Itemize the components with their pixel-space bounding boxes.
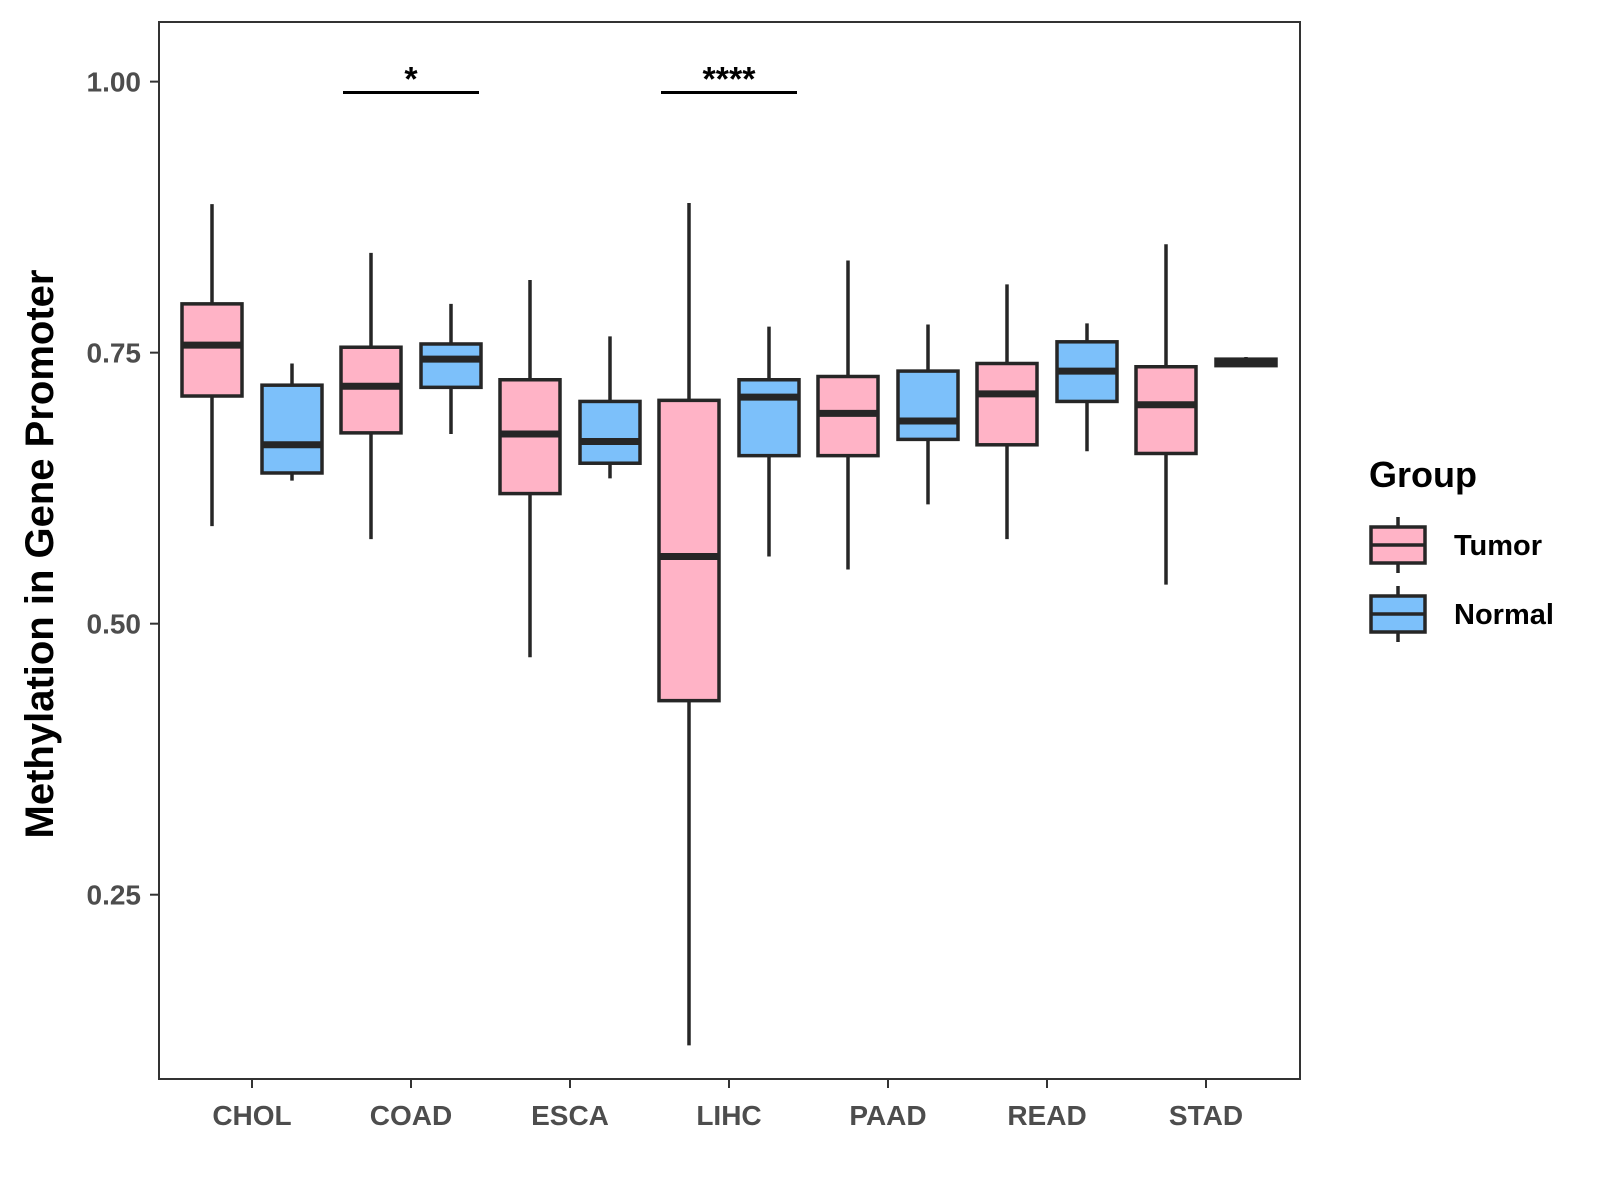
- legend-entry-tumor: Tumor: [1369, 517, 1542, 573]
- x-tick-label-read: READ: [1007, 1100, 1086, 1131]
- box-tumor-read: [975, 284, 1039, 540]
- box-tumor-coad: [339, 252, 403, 540]
- x-tick-label-paad: PAAD: [849, 1100, 926, 1131]
- iqr-box-tumor-coad: [339, 345, 403, 435]
- box-normal-paad: [896, 324, 960, 505]
- legend-title: Group: [1369, 454, 1477, 495]
- y-tick-label: 0.25: [87, 880, 142, 911]
- iqr-box-normal-chol: [260, 383, 324, 475]
- significance-label-coad: *: [404, 60, 418, 98]
- box-tumor-lihc: [657, 203, 721, 1046]
- iqr-box-tumor-chol: [180, 302, 244, 398]
- y-axis: 0.25 0.50 0.75 1.00: [87, 67, 159, 911]
- box-normal-chol: [260, 363, 324, 481]
- y-tick-label: 0.50: [87, 609, 142, 640]
- box-normal-esca: [578, 336, 642, 479]
- x-tick-label-lihc: LIHC: [696, 1100, 761, 1131]
- box-tumor-paad: [816, 260, 880, 570]
- x-tick-label-esca: ESCA: [531, 1100, 609, 1131]
- y-tick-label: 1.00: [87, 67, 142, 98]
- legend-label-normal: Normal: [1454, 599, 1554, 631]
- box-tumor-esca: [498, 280, 562, 658]
- y-tick-label: 0.75: [87, 338, 142, 369]
- box-normal-coad: [419, 303, 483, 434]
- iqr-box-normal-paad: [896, 369, 960, 442]
- plot-area: * ****: [158, 21, 1301, 1080]
- iqr-box-normal-lihc: [737, 378, 801, 458]
- significance-label-lihc: ****: [703, 60, 757, 98]
- box-tumor-stad: [1134, 244, 1198, 585]
- x-tick-label-chol: CHOL: [212, 1100, 291, 1131]
- iqr-box-normal-esca: [578, 399, 642, 465]
- legend-entry-normal: Normal: [1369, 586, 1554, 642]
- x-tick-label-stad: STAD: [1169, 1100, 1243, 1131]
- iqr-box-normal-coad: [419, 342, 483, 390]
- y-axis-label: Methylation in Gene Promoter: [18, 270, 62, 839]
- x-tick-label-coad: COAD: [370, 1100, 452, 1131]
- x-axis: CHOL COAD ESCA LIHC PAAD READ STAD: [212, 1079, 1243, 1131]
- box-normal-lihc: [737, 326, 801, 557]
- legend: Group Tumor Normal: [1369, 454, 1554, 642]
- box-normal-stad: [1214, 356, 1278, 368]
- iqr-box-tumor-lihc: [657, 398, 721, 703]
- iqr-box-tumor-read: [975, 361, 1039, 447]
- legend-label-tumor: Tumor: [1454, 530, 1542, 562]
- iqr-box-tumor-stad: [1134, 364, 1198, 456]
- box-tumor-chol: [180, 204, 244, 527]
- box-normal-read: [1055, 323, 1119, 452]
